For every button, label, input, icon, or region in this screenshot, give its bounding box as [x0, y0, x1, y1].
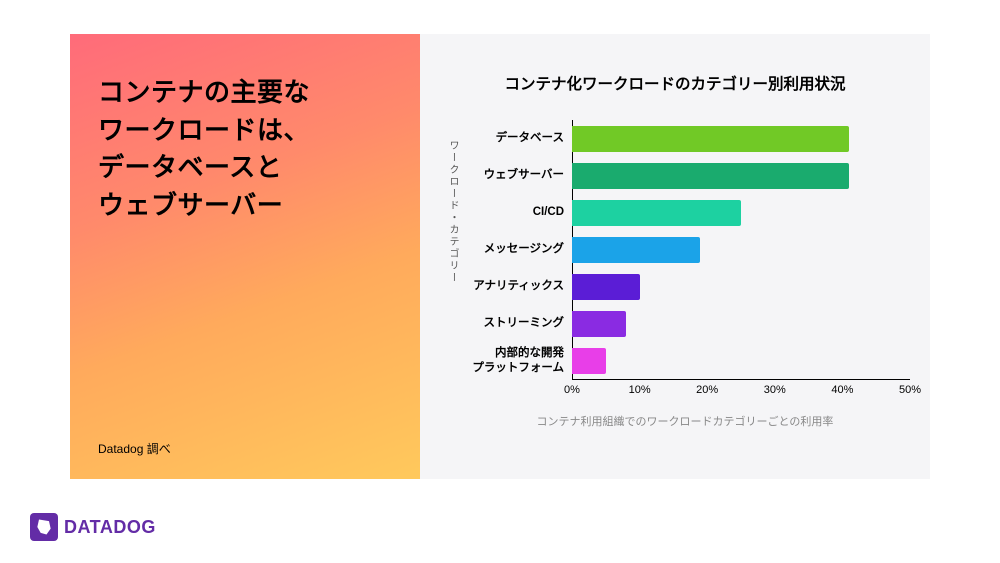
- chart-row: CI/CD: [460, 194, 910, 231]
- bar: [572, 237, 700, 263]
- datadog-icon: [34, 517, 54, 537]
- x-tick: 50%: [899, 384, 921, 396]
- x-tick: 20%: [696, 384, 718, 396]
- row-bar-area: [572, 305, 910, 342]
- brand-logo: DATADOG: [30, 513, 156, 541]
- right-panel: コンテナ化ワークロードのカテゴリー別利用状況 ワークロード・カテゴリー データベ…: [420, 34, 930, 479]
- x-tick: 30%: [764, 384, 786, 396]
- bar: [572, 311, 626, 337]
- chart-row: メッセージング: [460, 231, 910, 268]
- left-title-line: データベースと: [98, 149, 390, 187]
- left-title-line: ウェブサーバー: [98, 187, 390, 225]
- left-footer: Datadog 調べ: [98, 440, 171, 457]
- left-title-line: コンテナの主要な: [98, 74, 390, 112]
- bar: [572, 126, 849, 152]
- y-axis-label: ワークロード・カテゴリー: [440, 120, 460, 284]
- row-bar-area: [572, 268, 910, 305]
- chart-row: データベース: [460, 120, 910, 157]
- row-label: アナリティックス: [460, 279, 572, 293]
- row-bar-area: [572, 194, 910, 231]
- x-tick: 40%: [831, 384, 853, 396]
- row-label: 内部的な開発プラットフォーム: [460, 346, 572, 375]
- row-bar-area: [572, 342, 910, 379]
- row-label: ストリーミング: [460, 316, 572, 330]
- brand-logo-icon: [30, 513, 58, 541]
- brand-logo-text: DATADOG: [64, 517, 156, 538]
- chart-row: 内部的な開発プラットフォーム: [460, 342, 910, 379]
- bar: [572, 200, 741, 226]
- left-title: コンテナの主要なワークロードは、データベースとウェブサーバー: [98, 74, 390, 225]
- left-panel: コンテナの主要なワークロードは、データベースとウェブサーバー Datadog 調…: [70, 34, 420, 479]
- slide-main: コンテナの主要なワークロードは、データベースとウェブサーバー Datadog 調…: [70, 34, 930, 479]
- chart-wrap: ワークロード・カテゴリー データベースウェブサーバー CI/CD メッセージングアナ…: [440, 120, 910, 429]
- chart-row: ウェブサーバー: [460, 157, 910, 194]
- left-title-line: ワークロードは、: [98, 112, 390, 150]
- row-bar-area: [572, 157, 910, 194]
- row-label: CI/CD: [460, 205, 572, 219]
- chart-title: コンテナ化ワークロードのカテゴリー別利用状況: [440, 72, 910, 94]
- bar: [572, 163, 849, 189]
- chart-row: ストリーミング: [460, 305, 910, 342]
- row-label: データベース: [460, 131, 572, 145]
- x-tick: 10%: [629, 384, 651, 396]
- row-label: ウェブサーバー: [460, 168, 572, 182]
- bar: [572, 274, 640, 300]
- chart-row: アナリティックス: [460, 268, 910, 305]
- x-axis: 0%10%20%30%40%50%: [572, 379, 910, 399]
- x-axis-caption: コンテナ利用組織でのワークロードカテゴリーごとの利用率: [460, 413, 910, 429]
- bar: [572, 348, 606, 374]
- row-bar-area: [572, 120, 910, 157]
- chart-rows: データベースウェブサーバー CI/CD メッセージングアナリティックスストリーミング…: [460, 120, 910, 379]
- x-tick: 0%: [564, 384, 580, 396]
- row-bar-area: [572, 231, 910, 268]
- chart-area: データベースウェブサーバー CI/CD メッセージングアナリティックスストリーミング…: [460, 120, 910, 429]
- row-label: メッセージング: [460, 242, 572, 256]
